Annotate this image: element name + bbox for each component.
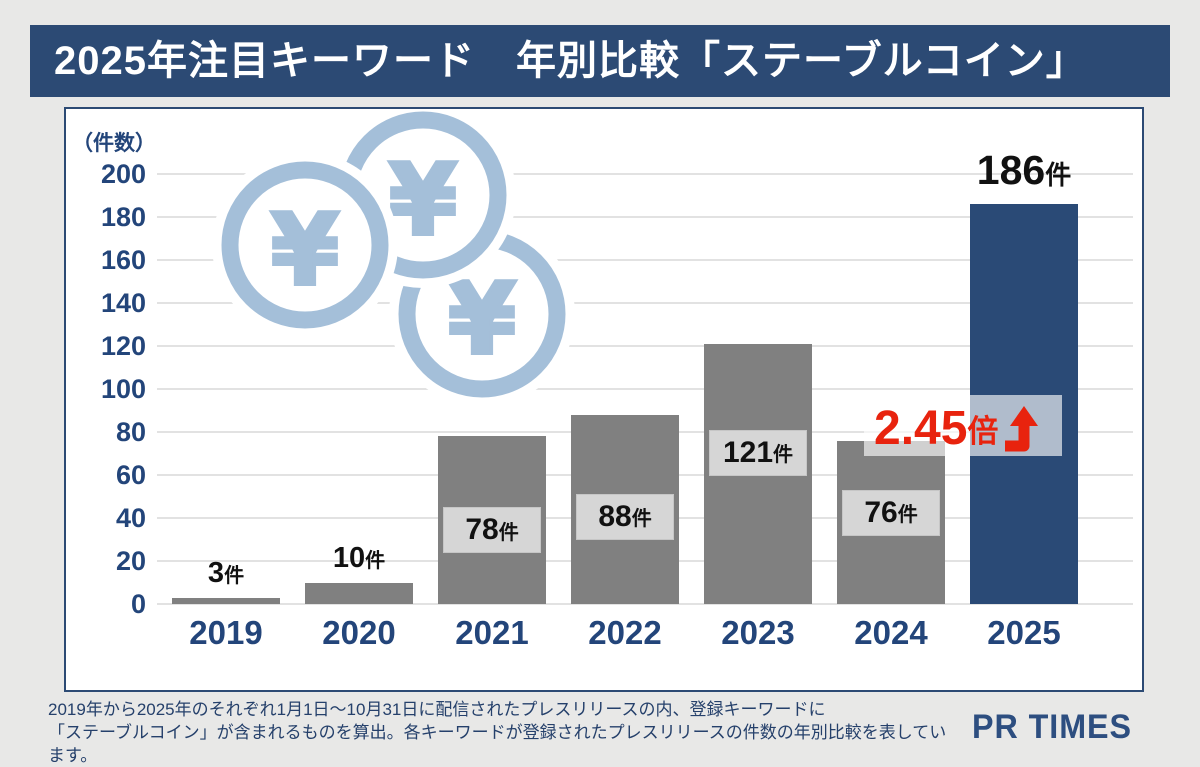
x-axis-label-2019: 2019 (189, 614, 263, 651)
y-tick-label-100: 100 (100, 374, 146, 404)
pr-times-logo-icon: PR TIMES (972, 708, 1132, 746)
y-tick-label-180: 180 (100, 202, 146, 232)
yen-coin-icon: ¥ (212, 152, 398, 338)
bent-up-arrow-icon (1005, 406, 1039, 452)
y-tick-label-40: 40 (115, 503, 146, 533)
footer-note: 2019年から2025年のそれぞれ1月1日～10月31日に配信されたプレスリリー… (48, 698, 948, 767)
bar-2020 (305, 582, 413, 604)
gridline-0 (157, 603, 1133, 605)
x-axis-label-2024: 2024 (854, 614, 928, 651)
bar-value-label-2025: 186件 (976, 147, 1072, 194)
growth-annotation: 2.45 倍 (874, 397, 1041, 455)
gridline-100 (157, 388, 1133, 390)
y-tick-label-60: 60 (115, 460, 146, 490)
growth-multiplier: 2.45 (874, 402, 968, 455)
x-axis-label-2022: 2022 (588, 614, 662, 651)
bar-value-label-2021: 78 件 (443, 507, 541, 554)
y-tick-label-0: 0 (130, 589, 146, 619)
title-banner: 2025年注目キーワード 年別比較「ステーブルコイン」 (30, 25, 1170, 97)
page-title: 2025年注目キーワード 年別比較「ステーブルコイン」 (54, 39, 1087, 83)
y-tick-label-200: 200 (100, 159, 146, 189)
gridline-120 (157, 345, 1133, 347)
pr-times-logo: PR TIMES (972, 706, 1137, 753)
x-axis-label-2021: 2021 (455, 614, 529, 651)
plot-area: 3件 2019 10件 2020 78 件 2021 88 件 2022 121 件 2023 76 件 20… (66, 109, 1142, 690)
footer-note-line1: 2019年から2025年のそれぞれ1月1日～10月31日に配信されたプレスリリー… (48, 700, 826, 719)
y-axis-unit-label: （件数） (72, 132, 156, 155)
x-axis-label-2023: 2023 (721, 614, 795, 651)
svg-text:PR TIMES: PR TIMES (972, 708, 1132, 746)
y-tick-label-160: 160 (100, 245, 146, 275)
bar-2019 (172, 597, 280, 604)
x-axis-label-2020: 2020 (322, 614, 396, 651)
growth-unit: 倍 (967, 414, 999, 449)
x-axis-label-2025: 2025 (987, 614, 1061, 651)
y-tick-label-80: 80 (115, 417, 146, 447)
gridline-140 (157, 302, 1133, 304)
chart-panel: 0 20 40 60 80 100 120 140 160 180 200 ¥ ¥ ¥ 3件 2019… (64, 107, 1144, 692)
y-tick-label-120: 120 (100, 331, 146, 361)
svg-text:¥: ¥ (448, 263, 516, 377)
gridline-160 (157, 259, 1133, 261)
y-tick-label-140: 140 (100, 288, 146, 318)
bar-value-label-2024: 76 件 (842, 489, 940, 536)
bar-value-label-2020: 10件 (332, 541, 386, 574)
bar-value-label-2022: 88 件 (576, 493, 674, 540)
bar-value-label-2023: 121 件 (709, 429, 807, 476)
gridline-180 (157, 216, 1133, 218)
y-tick-label-20: 20 (115, 546, 146, 576)
svg-text:¥: ¥ (271, 194, 339, 308)
footer-note-line2: 「ステーブルコイン」が含まれるものを算出。各キーワードが登録されたプレスリリース… (48, 723, 947, 765)
yen-coins-graphic: ¥ ¥ ¥ (212, 109, 575, 407)
bar-value-label-2019: 3件 (207, 556, 245, 589)
gridline-200 (157, 173, 1133, 175)
svg-text:¥: ¥ (389, 144, 457, 258)
